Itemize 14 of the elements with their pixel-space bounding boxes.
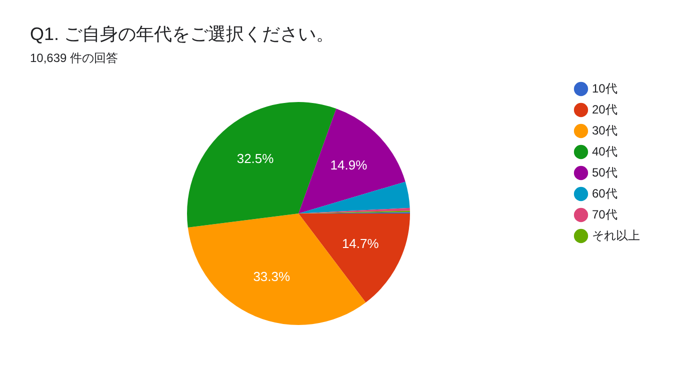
legend-label: 20代 — [592, 102, 618, 116]
legend-label: 60代 — [592, 186, 618, 200]
legend-label: それ以上 — [592, 228, 640, 242]
data-label: 14.9% — [330, 158, 368, 173]
legend-label: 70代 — [592, 207, 618, 222]
data-label: 32.5% — [236, 151, 274, 166]
legend-label: 40代 — [592, 144, 618, 158]
legend-label: 50代 — [592, 165, 618, 180]
legend-label: 30代 — [592, 123, 618, 138]
data-label: 33.3% — [253, 268, 291, 284]
legend-label: 10代 — [592, 81, 618, 96]
text: 10,639 件の回答 — [30, 51, 118, 66]
data-label: 14.7% — [342, 236, 380, 251]
chart-title: Q1. ご自身の年代をご選択ください。 — [30, 24, 334, 44]
